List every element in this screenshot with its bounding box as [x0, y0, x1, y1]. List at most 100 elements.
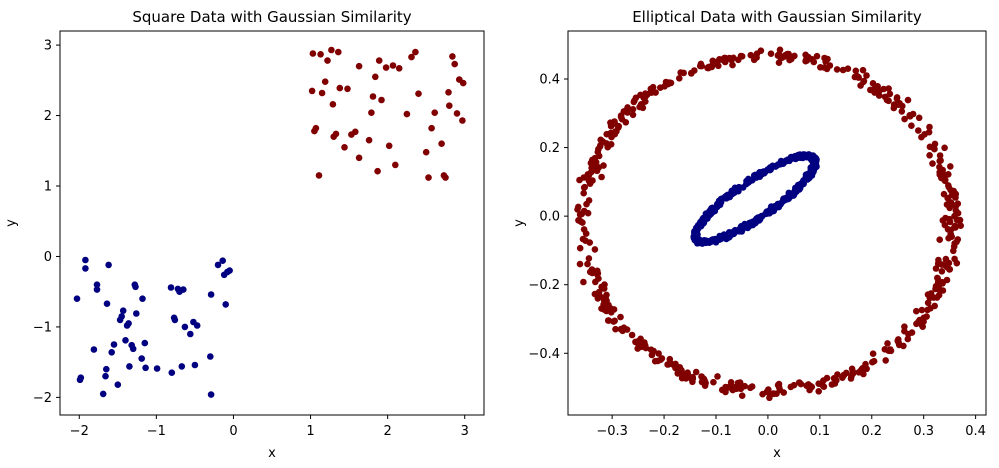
data-point [597, 142, 604, 149]
data-point [576, 260, 584, 268]
data-point [706, 207, 714, 215]
data-point [881, 346, 889, 353]
data-point [438, 140, 445, 147]
data-point [453, 110, 461, 117]
data-point [629, 111, 637, 119]
data-point [114, 381, 122, 389]
data-point [780, 389, 787, 396]
data-point [181, 323, 189, 331]
data-point [580, 189, 587, 197]
data-point [834, 371, 841, 378]
data-point [428, 124, 435, 132]
data-point [73, 295, 81, 303]
data-point [775, 59, 783, 66]
x-axis-label: x [773, 446, 781, 461]
data-point [927, 305, 934, 312]
y-tick-label: −0.4 [528, 347, 560, 362]
data-point [648, 89, 656, 96]
data-point [799, 179, 806, 187]
data-point [930, 294, 937, 301]
data-point [591, 290, 599, 298]
data-point [600, 162, 607, 169]
data-point [899, 102, 906, 110]
data-point [628, 331, 636, 339]
data-point [578, 210, 585, 218]
y-tick-label: −1 [33, 320, 52, 335]
data-point [863, 72, 870, 79]
data-point [674, 370, 681, 377]
data-point [666, 355, 674, 363]
data-point [375, 57, 383, 64]
data-point [698, 62, 705, 70]
x-tick-label: −0.3 [596, 424, 628, 439]
data-point [576, 176, 583, 184]
data-point [833, 66, 841, 73]
data-point [887, 347, 895, 355]
data-point [459, 79, 467, 87]
data-point [940, 190, 948, 198]
data-point [82, 265, 89, 272]
data-point [904, 96, 912, 104]
data-point [741, 382, 748, 390]
x-tick-label: 0.4 [965, 424, 986, 439]
data-point [884, 340, 891, 347]
data-point [601, 297, 608, 305]
data-point [344, 85, 351, 93]
data-point [178, 363, 186, 370]
data-point [193, 322, 201, 329]
data-point [335, 48, 342, 56]
data-point [859, 365, 866, 372]
data-point [936, 152, 944, 159]
data-point [591, 246, 599, 253]
data-point [807, 382, 814, 390]
data-point [595, 275, 602, 282]
data-point [729, 61, 736, 69]
data-point [187, 330, 194, 338]
data-point [309, 50, 317, 57]
data-point [728, 56, 735, 64]
plot-frame [59, 30, 485, 416]
data-point [947, 163, 954, 170]
data-point [395, 65, 403, 72]
data-point [796, 184, 804, 192]
y-tick-label: 0.0 [539, 210, 560, 225]
data-point [855, 74, 862, 81]
data-point [318, 89, 326, 97]
data-point [586, 239, 593, 246]
data-point [579, 235, 587, 243]
data-point [722, 388, 729, 396]
data-point [103, 300, 111, 308]
data-point [613, 128, 620, 135]
data-point [378, 96, 385, 104]
x-tick-label: 1 [306, 424, 314, 439]
x-tick-label: 3 [461, 424, 469, 439]
data-point [679, 371, 687, 379]
data-point [620, 108, 628, 115]
data-point [738, 53, 746, 60]
data-point [580, 278, 587, 286]
data-point [943, 276, 951, 284]
data-point [219, 257, 226, 265]
data-point [784, 195, 792, 203]
data-point [584, 260, 591, 268]
y-tick-label: 3 [44, 39, 52, 54]
data-point [617, 113, 625, 121]
data-point [946, 218, 954, 226]
data-point [585, 197, 593, 204]
data-point [767, 203, 775, 211]
data-point [852, 67, 860, 75]
y-axis-label: y [4, 219, 19, 227]
data-point [352, 128, 359, 136]
data-point [741, 220, 748, 228]
data-point [936, 236, 943, 243]
data-point [932, 265, 940, 272]
data-point [139, 295, 146, 303]
data-point [831, 380, 839, 387]
data-point [222, 301, 229, 308]
data-point [153, 365, 161, 372]
data-point [385, 142, 393, 150]
data-point [171, 316, 179, 324]
x-tick-label: 0.0 [758, 424, 779, 439]
data-point [180, 286, 187, 293]
data-point [650, 347, 657, 355]
